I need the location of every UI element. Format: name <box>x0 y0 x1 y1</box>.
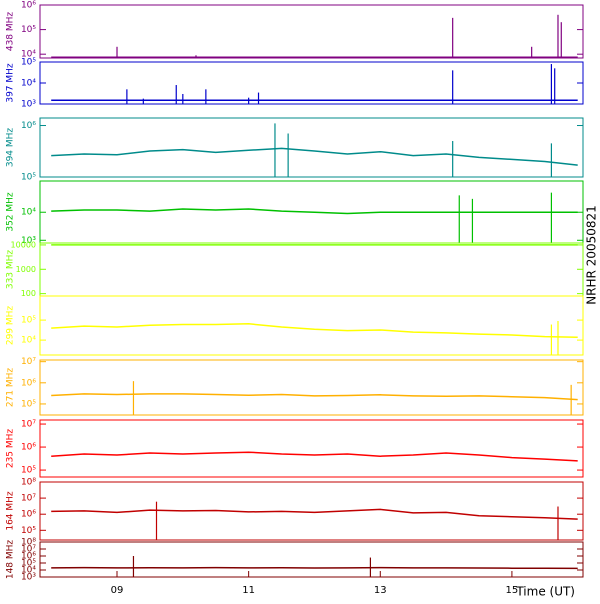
y-tick-label: 10⁴ <box>21 336 36 346</box>
y-tick-label: 10⁴ <box>21 208 36 218</box>
series-line <box>51 451 578 462</box>
series-line <box>51 508 578 520</box>
y-tick-label: 10⁶ <box>21 443 36 453</box>
y-tick-label: 10⁸ <box>21 478 36 488</box>
panel-label: 333 MHz <box>6 250 16 290</box>
y-tick-label: 100 <box>21 289 36 298</box>
panel-label: 352 MHz <box>6 192 16 232</box>
y-tick-label: 10⁵ <box>21 58 36 68</box>
y-tick-label: 10⁵ <box>21 466 36 476</box>
y-tick-label: 10⁵ <box>21 559 36 569</box>
y-tick-label: 10⁵ <box>21 316 36 326</box>
panel-label: 299 MHz <box>6 306 16 346</box>
y-tick-label: 10⁴ <box>21 50 36 60</box>
series-line <box>51 566 578 570</box>
chart-title: NRHR 20050821 <box>585 205 599 305</box>
y-tick-label: 10⁸ <box>21 538 36 548</box>
y-tick-label: 10⁵ <box>21 173 36 183</box>
x-tick-label: 09 <box>111 585 124 596</box>
y-tick-label: 10⁵ <box>21 526 36 536</box>
panel-label: 438 MHz <box>6 12 16 52</box>
y-tick-label: 10⁵ <box>21 25 36 35</box>
y-tick-label: 10³ <box>21 100 36 110</box>
panel-label: 394 MHz <box>6 128 16 168</box>
panel-label: 235 MHz <box>6 429 16 469</box>
panel-frame <box>39 295 584 356</box>
panel-frame <box>39 242 584 297</box>
y-tick-label: 10⁶ <box>21 378 36 388</box>
panel-frame <box>39 61 584 105</box>
panel-frame <box>39 359 584 416</box>
y-tick-label: 10³ <box>21 573 36 583</box>
panel-label: 271 MHz <box>6 368 16 408</box>
y-tick-label: 10⁶ <box>21 552 36 562</box>
panel-frame <box>39 419 584 478</box>
y-tick-label: 1000 <box>16 265 36 274</box>
panel-label: 164 MHz <box>6 491 16 531</box>
y-tick-label: 10⁷ <box>21 494 36 504</box>
series-line <box>51 147 578 166</box>
y-tick-label: 10³ <box>21 236 36 246</box>
y-tick-label: 10⁵ <box>21 399 36 409</box>
y-tick-label: 10⁷ <box>21 420 36 430</box>
series-line <box>51 393 578 401</box>
series-line <box>51 208 578 215</box>
y-tick-label: 10⁶ <box>21 510 36 520</box>
x-tick-label: 15 <box>506 585 519 596</box>
x-axis-label: Time (UT) <box>515 585 575 599</box>
y-tick-label: 10⁶ <box>21 121 36 131</box>
panel-label: 397 MHz <box>6 63 16 103</box>
y-tick-label: 10⁷ <box>21 357 36 367</box>
x-tick-label: 11 <box>242 585 255 596</box>
y-tick-label: 10⁴ <box>21 566 36 576</box>
y-tick-label: 10⁷ <box>21 545 36 555</box>
x-tick-label: 13 <box>374 585 387 596</box>
panel-frame <box>39 541 584 578</box>
y-tick-label: 10⁶ <box>21 1 36 11</box>
y-tick-label: 10⁴ <box>21 79 36 89</box>
panel-frame <box>39 4 584 59</box>
panel-frame <box>39 117 584 178</box>
series-line <box>51 323 578 338</box>
panel-frame <box>39 481 584 541</box>
y-tick-label: 10000 <box>11 240 36 249</box>
panel-label: 148 MHz <box>6 540 16 580</box>
